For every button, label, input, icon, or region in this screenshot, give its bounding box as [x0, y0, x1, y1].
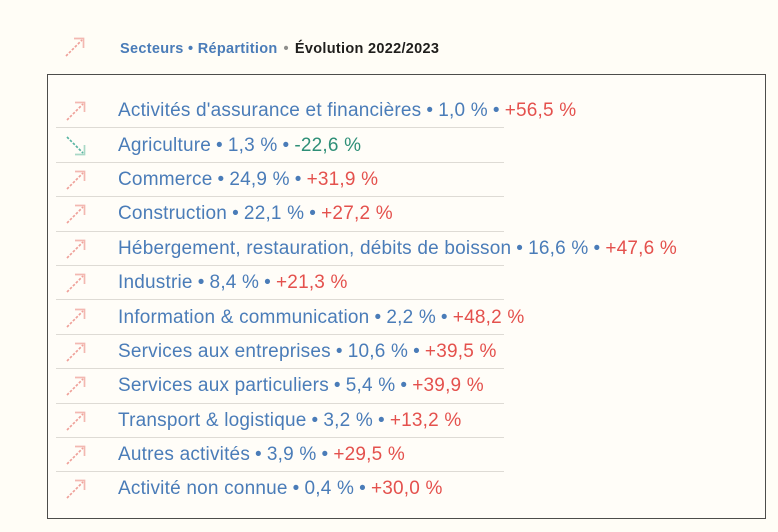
- bullet-separator: •: [359, 478, 366, 500]
- breadcrumb-separator: •: [283, 41, 289, 57]
- sector-evolution: +56,5 %: [504, 100, 577, 122]
- bullet-separator: •: [309, 203, 317, 225]
- sector-name: Information & communication: [118, 306, 370, 328]
- bullet-separator: •: [282, 134, 290, 156]
- bullet-separator: •: [377, 409, 385, 431]
- bullet-separator: •: [197, 272, 205, 294]
- sector-share: 16,6 %: [528, 237, 589, 259]
- trend-down-icon: [63, 133, 89, 159]
- bullet-separator: •: [292, 478, 300, 500]
- bullet-separator: •: [255, 444, 262, 466]
- sector-row: Services aux entreprises • 10,6 % • +39,5 %: [48, 335, 765, 370]
- sector-name: Services aux particuliers: [118, 375, 329, 397]
- sector-name: Agriculture: [118, 134, 212, 156]
- sector-share: 5,4 %: [345, 375, 396, 397]
- bullet-separator: •: [216, 134, 223, 156]
- sector-evolution: -22,6 %: [294, 134, 362, 156]
- sector-row: Information & communication • 2,2 % • +48,2 …: [48, 300, 765, 336]
- sector-evolution: +47,6 %: [605, 237, 677, 259]
- sector-share: 0,4 %: [304, 478, 355, 500]
- bullet-separator: •: [217, 168, 225, 190]
- sector-name: Hébergement, restauration, débits de boi…: [118, 237, 512, 259]
- sector-name: Transport & logistique: [118, 409, 307, 431]
- bullet-separator: •: [593, 237, 601, 259]
- sector-evolution: +39,5 %: [424, 340, 497, 362]
- sector-name: Industrie: [118, 272, 193, 294]
- sector-row: Hébergement, restauration, débits de boi…: [48, 232, 765, 267]
- bullet-separator: •: [413, 340, 420, 362]
- sector-evolution: +13,2 %: [389, 409, 462, 431]
- bullet-separator: •: [333, 375, 341, 397]
- sector-evolution: +31,9 %: [306, 168, 379, 190]
- sector-share: 3,9 %: [266, 444, 317, 466]
- sector-share: 10,6 %: [347, 340, 409, 362]
- sector-name: Construction: [118, 203, 228, 225]
- sector-evolution: +39,9 %: [412, 375, 484, 397]
- breadcrumb: Secteurs • Répartition • Évolution 2022/20…: [120, 41, 439, 57]
- trend-up-icon: [63, 270, 89, 296]
- sector-evolution: +29,5 %: [333, 444, 405, 466]
- trend-up-icon: [63, 442, 89, 468]
- sector-share: 3,2 %: [323, 409, 373, 431]
- bullet-separator: •: [311, 409, 319, 431]
- sector-share: 22,1 %: [243, 203, 305, 225]
- sector-share: 1,0 %: [438, 100, 488, 122]
- sector-evolution: +30,0 %: [370, 478, 443, 500]
- bullet-separator: •: [440, 306, 448, 328]
- sector-name: Commerce: [118, 168, 213, 190]
- sector-row: Agriculture • 1,3 % • -22,6 %: [48, 128, 765, 164]
- bullet-separator: •: [232, 203, 239, 225]
- sector-row: Commerce • 24,9 % • +31,9 %: [48, 163, 765, 198]
- sector-share: 24,9 %: [229, 168, 290, 190]
- sector-name: Services aux entreprises: [118, 340, 331, 362]
- sector-evolution: +27,2 %: [321, 203, 393, 225]
- sector-evolution: +48,2 %: [452, 306, 525, 328]
- trend-up-icon: [63, 98, 89, 124]
- sectors-panel: Activités d'assurance et financières • 1,0…: [47, 74, 766, 519]
- trend-up-icon: [63, 476, 89, 502]
- bullet-separator: •: [516, 237, 524, 259]
- sector-evolution: +21,3 %: [276, 272, 348, 294]
- trend-up-icon: [63, 373, 89, 399]
- bullet-separator: •: [492, 100, 500, 122]
- bullet-separator: •: [335, 340, 343, 362]
- bullet-separator: •: [321, 444, 329, 466]
- sector-name: Autres activités: [118, 444, 251, 466]
- trend-up-icon: [63, 305, 89, 331]
- bullet-separator: •: [374, 306, 382, 328]
- sector-row: Services aux particuliers • 5,4 % • +39,9 %: [48, 369, 765, 404]
- sector-share: 2,2 %: [386, 306, 436, 328]
- sector-share: 1,3 %: [227, 134, 278, 156]
- sector-row: Transport & logistique • 3,2 % • +13,2 %: [48, 404, 765, 439]
- trend-up-icon: [63, 339, 89, 365]
- breadcrumb-evolution: Évolution 2022/2023: [294, 41, 440, 57]
- bullet-separator: •: [294, 168, 302, 190]
- bullet-separator: •: [400, 375, 408, 397]
- sector-row: Activité non connue • 0,4 % • +30,0 %: [48, 472, 765, 506]
- bullet-separator: •: [264, 272, 271, 294]
- sector-row: Activités d'assurance et financières • 1,0…: [48, 94, 765, 129]
- trend-up-icon: [63, 167, 89, 193]
- trend-up-icon: [63, 408, 89, 434]
- sector-list: Activités d'assurance et financières • 1,0…: [48, 75, 765, 507]
- sector-row: Autres activités • 3,9 % • +29,5 %: [48, 438, 765, 473]
- trend-up-icon: [63, 236, 89, 262]
- sector-name: Activité non connue: [118, 478, 288, 500]
- trend-up-icon: [63, 201, 89, 227]
- breadcrumb-sectors-repartition[interactable]: Secteurs • Répartition: [120, 41, 278, 57]
- bullet-separator: •: [426, 100, 434, 122]
- sector-name: Activités d'assurance et financières: [118, 100, 422, 122]
- sector-share: 8,4 %: [209, 272, 260, 294]
- sector-row: Industrie • 8,4 % • +21,3 %: [48, 266, 765, 301]
- trend-up-arrow-icon: [62, 34, 88, 60]
- sector-row: Construction • 22,1 % • +27,2 %: [48, 197, 765, 232]
